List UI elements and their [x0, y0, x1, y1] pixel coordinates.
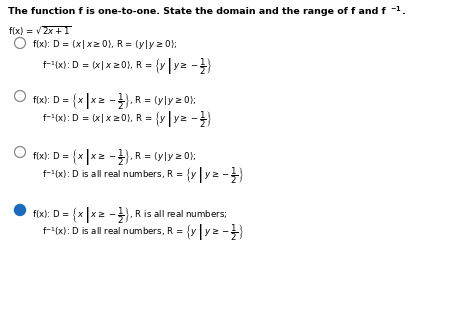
Text: f$^{-1}$(x): D is all real numbers, R = $\left\{y\,\middle|\,y\geq -\dfrac{1}{2}: f$^{-1}$(x): D is all real numbers, R = … — [42, 222, 244, 243]
Text: The function f is one-to-one. State the domain and the range of f and f: The function f is one-to-one. State the … — [8, 7, 386, 16]
Text: f(x): D = $\langle x\,|\,x\geq 0\rangle$, R = $\langle y\,|\,y\geq 0\rangle$;: f(x): D = $\langle x\,|\,x\geq 0\rangle$… — [32, 38, 177, 51]
Text: f$^{-1}$(x): D = $\langle x\,|\,x\geq 0\rangle$, R = $\left\{y\,\middle|\,y\geq : f$^{-1}$(x): D = $\langle x\,|\,x\geq 0\… — [42, 109, 213, 130]
Text: f(x) = $\sqrt{2x+1}$: f(x) = $\sqrt{2x+1}$ — [8, 24, 72, 38]
Ellipse shape — [15, 204, 26, 216]
Text: f$^{-1}$(x): D = $\langle x\,|\,x\geq 0\rangle$, R = $\left\{y\,\middle|\,y\geq : f$^{-1}$(x): D = $\langle x\,|\,x\geq 0\… — [42, 56, 213, 77]
Text: $^{\mathbf{-1}}$: $^{\mathbf{-1}}$ — [390, 5, 402, 14]
Text: f(x): D = $\left\{x\,\middle|\,x\geq -\dfrac{1}{2}\right\}$, R is all real numbe: f(x): D = $\left\{x\,\middle|\,x\geq -\d… — [32, 205, 228, 226]
Text: f(x): D = $\left\{x\,\middle|\,x\geq -\dfrac{1}{2}\right\}$, R = $\langle y\,|\,: f(x): D = $\left\{x\,\middle|\,x\geq -\d… — [32, 91, 196, 112]
Text: f$^{-1}$(x): D is all real numbers, R = $\left\{y\,\middle|\,y\geq -\dfrac{1}{2}: f$^{-1}$(x): D is all real numbers, R = … — [42, 165, 244, 186]
Text: .: . — [402, 7, 406, 16]
Text: f(x): D = $\left\{x\,\middle|\,x\geq -\dfrac{1}{2}\right\}$, R = $\langle y\,|\,: f(x): D = $\left\{x\,\middle|\,x\geq -\d… — [32, 147, 196, 168]
